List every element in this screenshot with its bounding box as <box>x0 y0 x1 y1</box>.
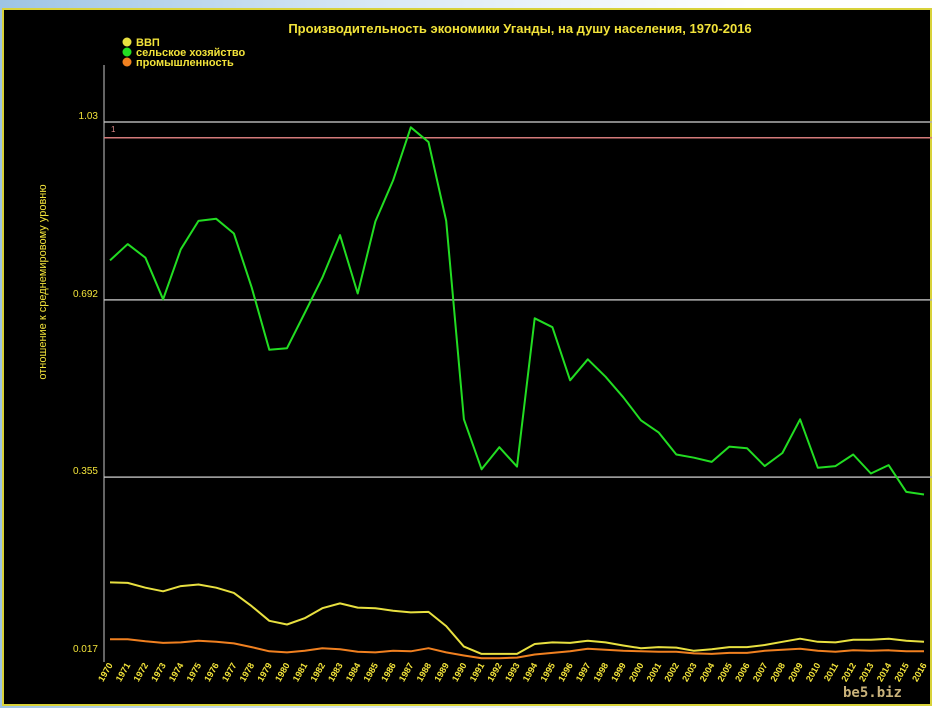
x-tick-label: 1986 <box>379 661 398 683</box>
x-tick-label: 1995 <box>538 661 557 683</box>
reference-line-label: 1 <box>111 125 116 134</box>
y-tick-label: 0.692 <box>73 289 98 300</box>
series-line-industry <box>110 638 924 660</box>
x-tick-label: 1975 <box>185 661 204 683</box>
x-tick-label: 1980 <box>273 661 292 683</box>
x-tick-label: 1987 <box>397 661 416 683</box>
x-tick-label: 2008 <box>768 661 787 683</box>
grid <box>104 121 932 478</box>
x-tick-label: 1981 <box>291 661 310 683</box>
y-tick-label: 0.017 <box>73 644 98 655</box>
x-tick-label: 1974 <box>167 661 186 683</box>
x-tick-label: 2011 <box>822 661 840 683</box>
legend-label: промышленность <box>136 57 234 69</box>
x-tick-label: 2006 <box>733 661 752 683</box>
x-tick-label: 1998 <box>592 661 611 683</box>
legend-marker <box>122 37 132 47</box>
x-tick-label: 1979 <box>255 661 274 683</box>
x-tick-label: 1997 <box>574 661 593 683</box>
x-tick-label: 1991 <box>468 661 487 683</box>
x-tick-label: 1970 <box>96 661 115 683</box>
brand-watermark: be5.biz <box>843 685 902 701</box>
x-tick-label: 1972 <box>131 661 150 683</box>
series-line-agriculture <box>109 126 925 496</box>
legend-label: сельское хозяйство <box>136 47 246 59</box>
x-tick-label: 1990 <box>450 661 469 683</box>
x-tick-label: 2010 <box>804 661 823 683</box>
x-tick-label: 1988 <box>415 661 434 683</box>
x-tick-label: 2003 <box>680 661 699 683</box>
x-tick-label: 1984 <box>344 661 363 683</box>
legend-marker <box>122 47 132 57</box>
y-tick-labels: 0.017 0.355 0.692 1.03 <box>73 111 98 655</box>
series-line-gdp <box>109 581 925 655</box>
x-tick-label: 2002 <box>662 661 681 683</box>
x-tick-label: 1982 <box>308 661 327 683</box>
x-tick-label: 1999 <box>609 661 628 683</box>
y-tick-label: 1.03 <box>79 111 99 122</box>
x-tick-label: 1989 <box>432 661 451 683</box>
legend-label: ВВП <box>136 37 160 49</box>
chart-title: Производительность экономики Уганды, на … <box>288 21 751 36</box>
series-lines <box>109 126 925 660</box>
x-tick-label: 2014 <box>875 661 894 683</box>
x-tick-labels: 1970 1971 1972 1973 1974 1975 1976 1977 1978 1979… <box>96 661 929 683</box>
x-tick-label: 2015 <box>892 661 911 683</box>
x-tick-label: 2001 <box>645 661 664 683</box>
x-tick-label: 1996 <box>556 661 575 683</box>
x-tick-label: 1977 <box>220 661 239 683</box>
x-tick-label: 2016 <box>910 661 929 683</box>
x-tick-label: 1971 <box>114 661 133 683</box>
x-tick-label: 2005 <box>715 661 734 683</box>
y-axis-title: отношение к среднемировому уровню <box>37 184 49 379</box>
x-tick-label: 1993 <box>503 661 522 683</box>
x-tick-label: 2007 <box>751 661 770 683</box>
x-tick-label: 1983 <box>326 661 345 683</box>
x-tick-label: 2004 <box>698 661 717 683</box>
y-tick-label: 0.355 <box>73 466 98 477</box>
x-tick-label: 1978 <box>238 661 257 683</box>
x-tick-label: 1994 <box>521 661 540 683</box>
x-tick-label: 1973 <box>149 661 168 683</box>
x-tick-label: 2009 <box>786 661 805 683</box>
x-tick-label: 1976 <box>202 661 221 683</box>
x-tick-label: 2000 <box>627 661 646 683</box>
x-tick-label: 1992 <box>485 661 504 683</box>
x-tick-label: 1985 <box>361 661 380 683</box>
x-tick-label: 2013 <box>857 661 876 683</box>
legend-marker <box>122 57 132 67</box>
x-tick-label: 2012 <box>839 661 858 683</box>
